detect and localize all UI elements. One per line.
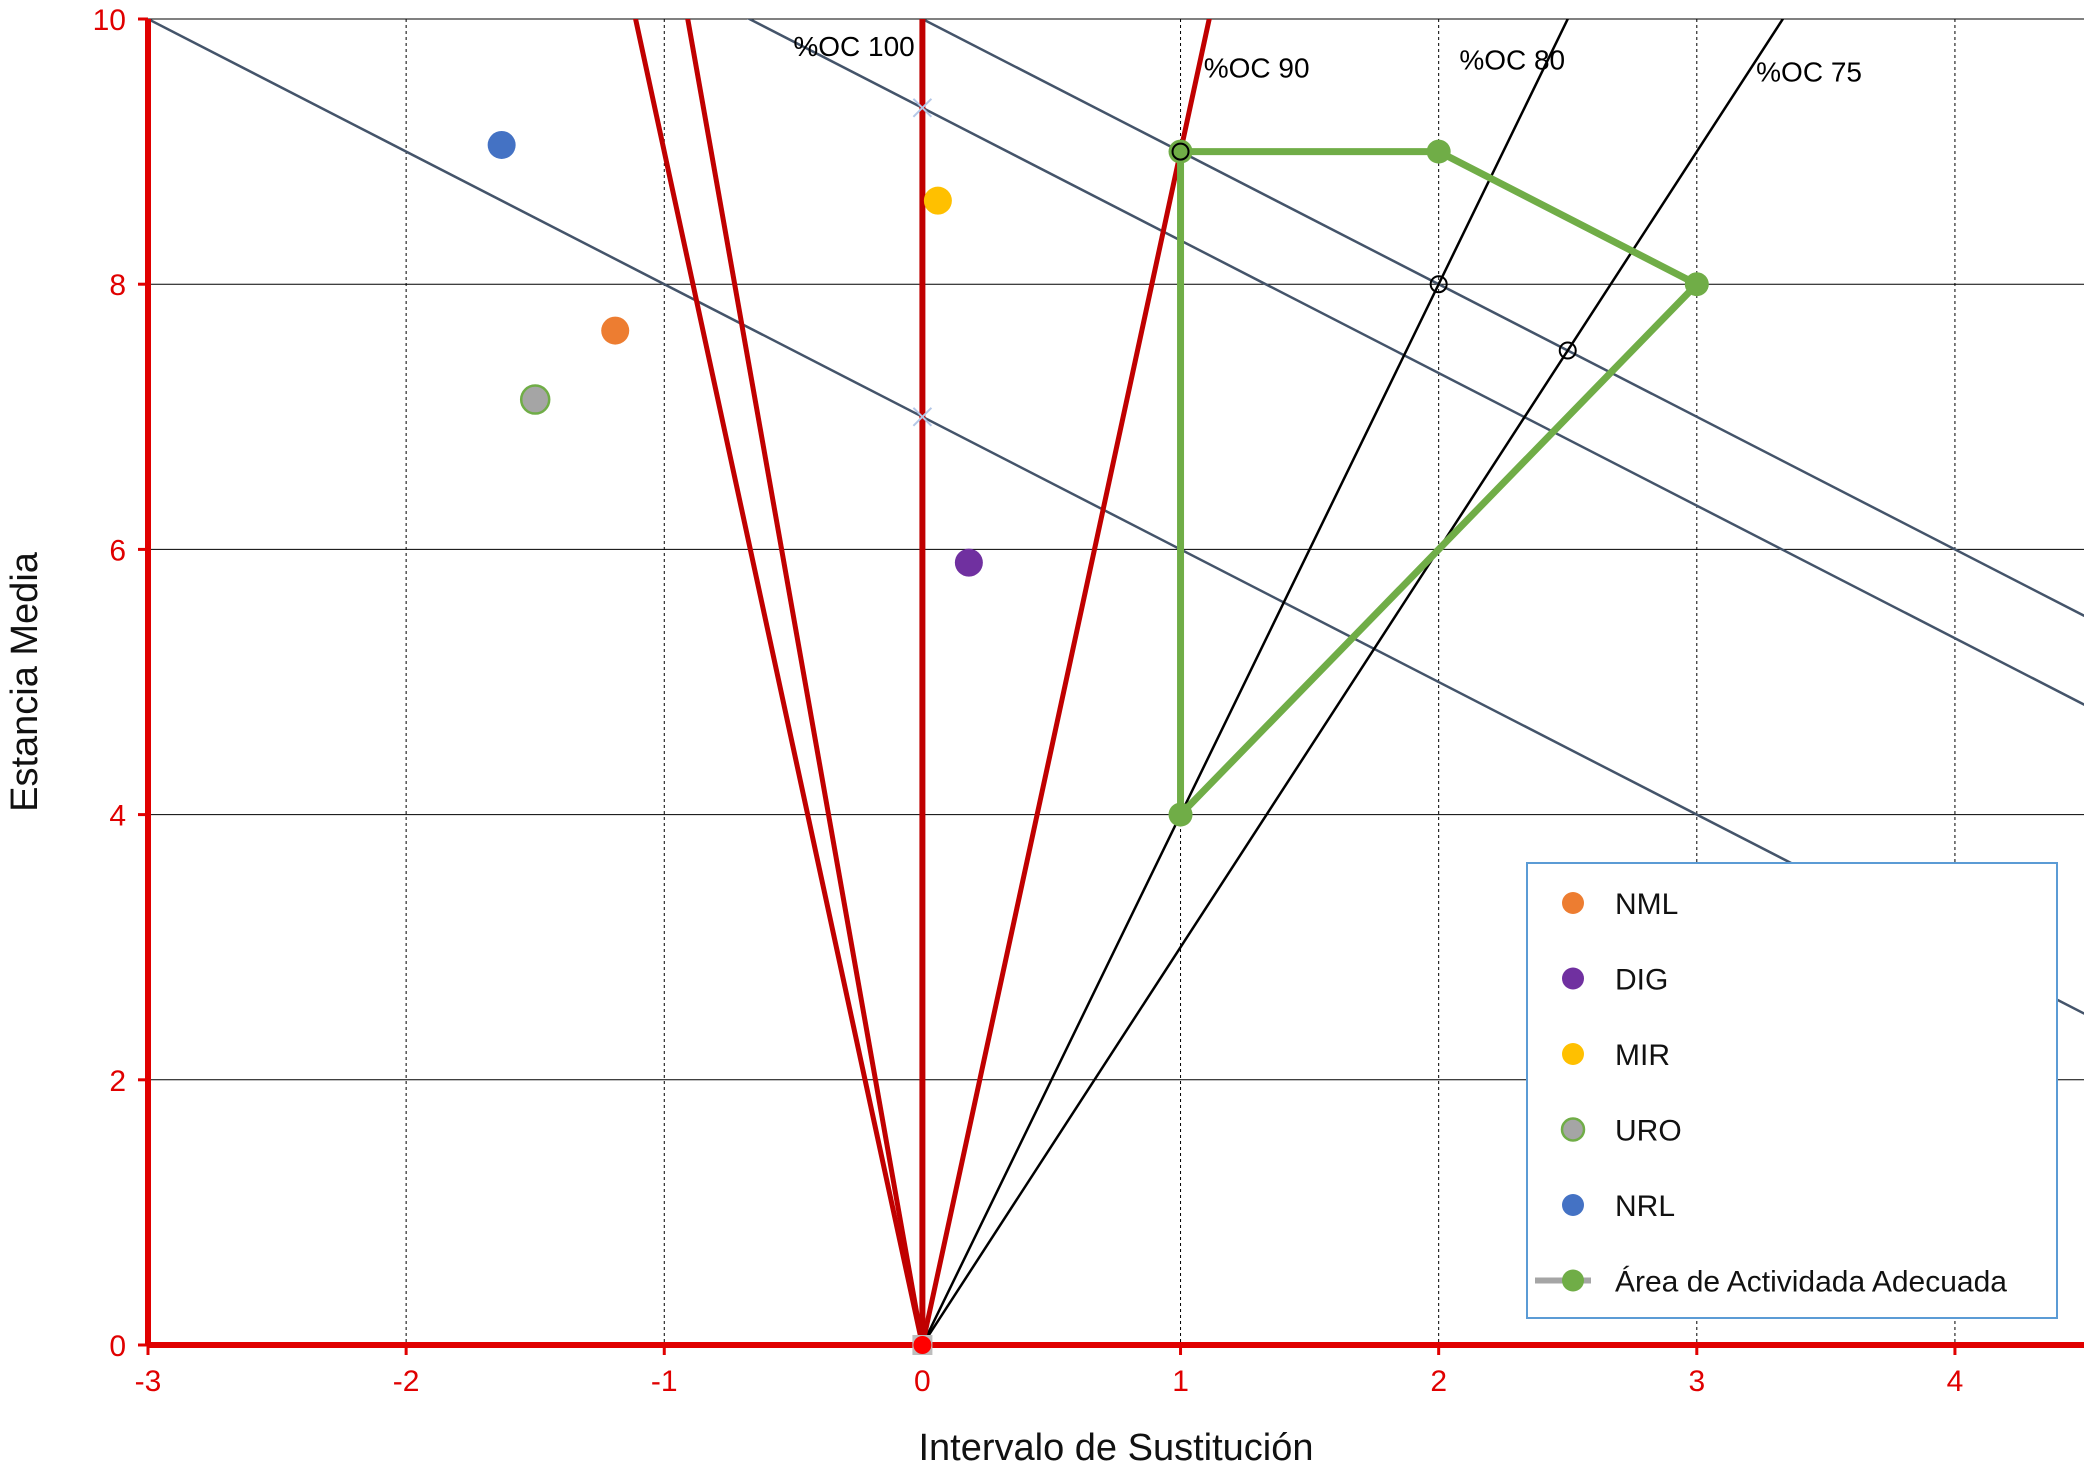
data-point-nml — [601, 316, 630, 345]
legend-label: DIG — [1615, 964, 1668, 997]
open-circle-marker — [1171, 142, 1190, 161]
data-point-dig — [954, 548, 983, 577]
cross-marker — [912, 407, 933, 427]
legend-box — [1526, 862, 2058, 1319]
legend-marker-swatch — [1562, 1043, 1584, 1065]
red-reference-line — [919, 19, 1212, 1345]
adequate-area-vertex — [1684, 272, 1709, 297]
occupancy-line — [921, 19, 1785, 1345]
legend-label: NRL — [1615, 1190, 1675, 1223]
legend-item-nml: NML — [1562, 888, 1678, 921]
origin-dot — [913, 1336, 932, 1354]
data-points — [487, 98, 1577, 1355]
adequate-area-vertex — [1168, 802, 1193, 827]
occupancy-label: %OC 100 — [793, 31, 914, 62]
y-tick-label: 2 — [109, 1065, 126, 1098]
legend-item-nrl: NRL — [1562, 1190, 1675, 1223]
legend: NML DIG MIR URO NRL Área de Actividada Adecua… — [1526, 862, 2058, 1319]
open-circle-marker — [1558, 341, 1577, 360]
y-axis-title: Estancia Media — [4, 551, 46, 812]
adequate-area-vertex — [1426, 139, 1451, 164]
open-circle-marker — [1429, 275, 1448, 294]
red-reference-line — [685, 19, 925, 1345]
y-tick-label: 8 — [109, 269, 126, 302]
x-tick-label: 4 — [1947, 1365, 1964, 1398]
legend-label: MIR — [1615, 1039, 1670, 1072]
data-point-nrl — [487, 130, 516, 159]
legend-item-mir: MIR — [1562, 1039, 1670, 1072]
x-axis-title: Intervalo de Sustitución — [918, 1427, 1313, 1469]
cross-marker — [912, 98, 933, 118]
legend-label: URO — [1615, 1115, 1682, 1148]
legend-item-dig: DIG — [1562, 964, 1668, 997]
occupancy-label: %OC 90 — [1204, 52, 1310, 83]
y-tick-label: 10 — [93, 4, 126, 37]
occupancy-labels: %OC 100 %OC 90 %OC 80 %OC 75 — [793, 31, 1862, 87]
y-tick-label: 6 — [109, 534, 126, 567]
legend-marker-swatch — [1562, 967, 1584, 990]
x-tick-label: 3 — [1688, 1365, 1705, 1398]
x-tick-label: 2 — [1430, 1365, 1447, 1398]
y-tick-label: 0 — [109, 1330, 126, 1363]
data-point-mir — [923, 186, 952, 215]
cross-stroke — [912, 98, 933, 118]
occupancy-line — [921, 19, 1570, 1345]
legend-marker-swatch — [1562, 892, 1584, 914]
legend-marker-swatch — [1562, 1269, 1584, 1292]
legend-item-uro: URO — [1560, 1115, 1682, 1148]
x-tick-label: -2 — [393, 1365, 420, 1398]
occupancy-label: %OC 80 — [1459, 44, 1565, 75]
diagonal-reference-line — [919, 19, 2084, 618]
data-point-uro — [519, 384, 551, 415]
legend-marker-swatch — [1562, 1194, 1584, 1216]
x-tick-label: 0 — [914, 1365, 931, 1398]
legend-label: Área de Actividada Adecuada — [1615, 1266, 2007, 1299]
legend-label: NML — [1615, 888, 1678, 921]
occupancy-label: %OC 75 — [1756, 56, 1862, 87]
axes — [138, 17, 2084, 1355]
x-tick-label: -3 — [135, 1365, 162, 1398]
y-tick-label: 4 — [109, 800, 126, 833]
legend-item-área: Área de Actividada Adecuada — [1535, 1266, 2007, 1299]
legend-marker-swatch — [1560, 1117, 1586, 1142]
cross-stroke — [912, 407, 933, 427]
tick-labels: -3 -2 -1 0 1 2 3 4 0 2 4 6 8 10 — [93, 4, 1964, 1398]
red-reference-line — [633, 19, 925, 1345]
diagonal-reference-line — [746, 19, 2084, 706]
x-tick-label: 1 — [1172, 1365, 1189, 1398]
x-tick-label: -1 — [651, 1365, 678, 1398]
